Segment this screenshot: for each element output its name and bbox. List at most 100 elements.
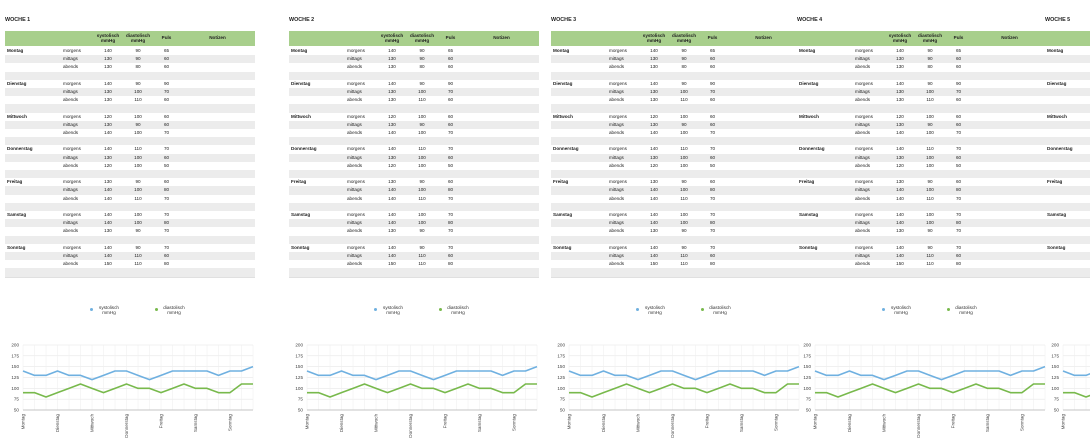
value-cell: 130: [896, 64, 904, 70]
time-label: morgens: [609, 80, 627, 86]
value-cell: 100: [418, 212, 426, 217]
column-header: Puls: [445, 35, 456, 41]
y-tick-label: 50: [1054, 408, 1060, 413]
value-cell: 100: [134, 220, 142, 226]
x-tick-label: Donnerstag: [408, 414, 413, 438]
value-cell: 110: [680, 195, 688, 201]
legend-label: systolisch mmHg: [891, 305, 911, 315]
value-cell: 130: [104, 179, 112, 185]
x-tick-label: Freitag: [443, 414, 448, 429]
value-cell: 140: [388, 212, 396, 217]
day-label: Samstag: [799, 212, 819, 217]
value-cell: 100: [680, 113, 688, 119]
day-label: Dienstag: [7, 80, 27, 86]
header-row: [551, 31, 801, 46]
y-tick-label: 175: [803, 353, 811, 358]
value-cell: 100: [418, 220, 426, 226]
value-cell: 110: [134, 253, 142, 258]
y-tick-label: 125: [1051, 375, 1059, 380]
value-cell: 130: [650, 64, 658, 70]
value-cell: 60: [163, 253, 170, 258]
value-cell: 100: [134, 89, 142, 94]
time-label: morgens: [347, 244, 365, 250]
legend-label: diastolisch mmHg: [709, 305, 731, 315]
time-label: abends: [63, 261, 79, 267]
value-cell: 50: [163, 162, 170, 168]
time-label: abends: [63, 195, 79, 201]
time-label: morgens: [63, 80, 81, 86]
time-label: mittags: [347, 220, 362, 226]
day-label: Dienstag: [291, 80, 311, 86]
time-label: morgens: [347, 80, 365, 86]
value-cell: 70: [709, 195, 716, 201]
value-cell: 80: [955, 261, 962, 267]
value-cell: 70: [709, 89, 716, 94]
time-label: abends: [609, 228, 625, 234]
value-cell: 70: [955, 146, 962, 152]
column-header: systolisch mmHg: [96, 32, 120, 43]
value-cell: 130: [104, 228, 112, 234]
legend-swatch: [947, 308, 950, 311]
value-cell: 60: [163, 113, 170, 119]
value-cell: 90: [419, 121, 425, 127]
time-label: morgens: [63, 179, 81, 185]
column-header: diastolisch mmHg: [918, 32, 942, 43]
time-label: abends: [347, 162, 363, 168]
legend-swatch: [439, 308, 442, 311]
day-label: Donnerstag: [1047, 146, 1073, 152]
value-cell: 90: [927, 244, 933, 250]
time-label: mittags: [855, 121, 870, 127]
y-tick-label: 50: [560, 408, 566, 413]
x-tick-label: Donnerstag: [670, 414, 675, 438]
value-cell: 90: [927, 121, 933, 127]
time-label: morgens: [63, 146, 81, 152]
x-tick-label: Samstag: [193, 414, 198, 433]
time-label: morgens: [63, 212, 81, 217]
value-cell: 70: [955, 244, 962, 250]
value-cell: 80: [927, 64, 933, 70]
y-tick-label: 150: [11, 364, 19, 369]
value-cell: 60: [447, 253, 454, 258]
value-cell: 100: [926, 162, 934, 168]
time-label: mittags: [609, 187, 624, 193]
x-tick-label: Sonntag: [774, 414, 779, 432]
time-label: mittags: [347, 187, 362, 193]
value-cell: 60: [447, 64, 454, 70]
time-label: morgens: [855, 146, 873, 152]
day-label: Freitag: [291, 179, 307, 185]
value-cell: 140: [104, 212, 112, 217]
x-tick-label: Freitag: [951, 414, 956, 429]
week-block: WOCHE 4 systolisch mmHg diastolisch mmHg Pu…: [797, 0, 1047, 447]
time-label: mittags: [63, 56, 78, 62]
value-cell: 110: [680, 97, 688, 103]
time-label: morgens: [63, 244, 81, 250]
value-cell: 60: [163, 56, 170, 62]
time-label: abends: [347, 97, 363, 103]
value-cell: 80: [419, 64, 425, 70]
value-cell: 70: [447, 244, 454, 250]
value-cell: 120: [388, 162, 396, 168]
value-cell: 130: [104, 121, 112, 127]
value-cell: 60: [955, 113, 962, 119]
legend-label: diastolisch mmHg: [163, 305, 185, 315]
value-cell: 70: [163, 195, 170, 201]
value-cell: 70: [447, 130, 454, 135]
line-chart: 5075100125150175200MontagDienstagMittwoc…: [1051, 343, 1090, 429]
value-cell: 100: [680, 89, 688, 94]
day-label: Freitag: [1047, 179, 1063, 185]
y-tick-label: 150: [803, 364, 811, 369]
time-label: mittags: [347, 154, 362, 160]
value-cell: 110: [134, 97, 142, 103]
value-cell: 100: [926, 89, 934, 94]
value-cell: 70: [163, 228, 170, 234]
value-cell: 90: [135, 228, 141, 234]
value-cell: 100: [680, 154, 688, 160]
x-tick-label: Dienstag: [55, 414, 60, 433]
x-tick-label: Mittwoch: [636, 414, 641, 433]
y-tick-label: 100: [803, 386, 811, 391]
value-cell: 60: [163, 64, 170, 70]
row-bg: [1045, 268, 1090, 278]
